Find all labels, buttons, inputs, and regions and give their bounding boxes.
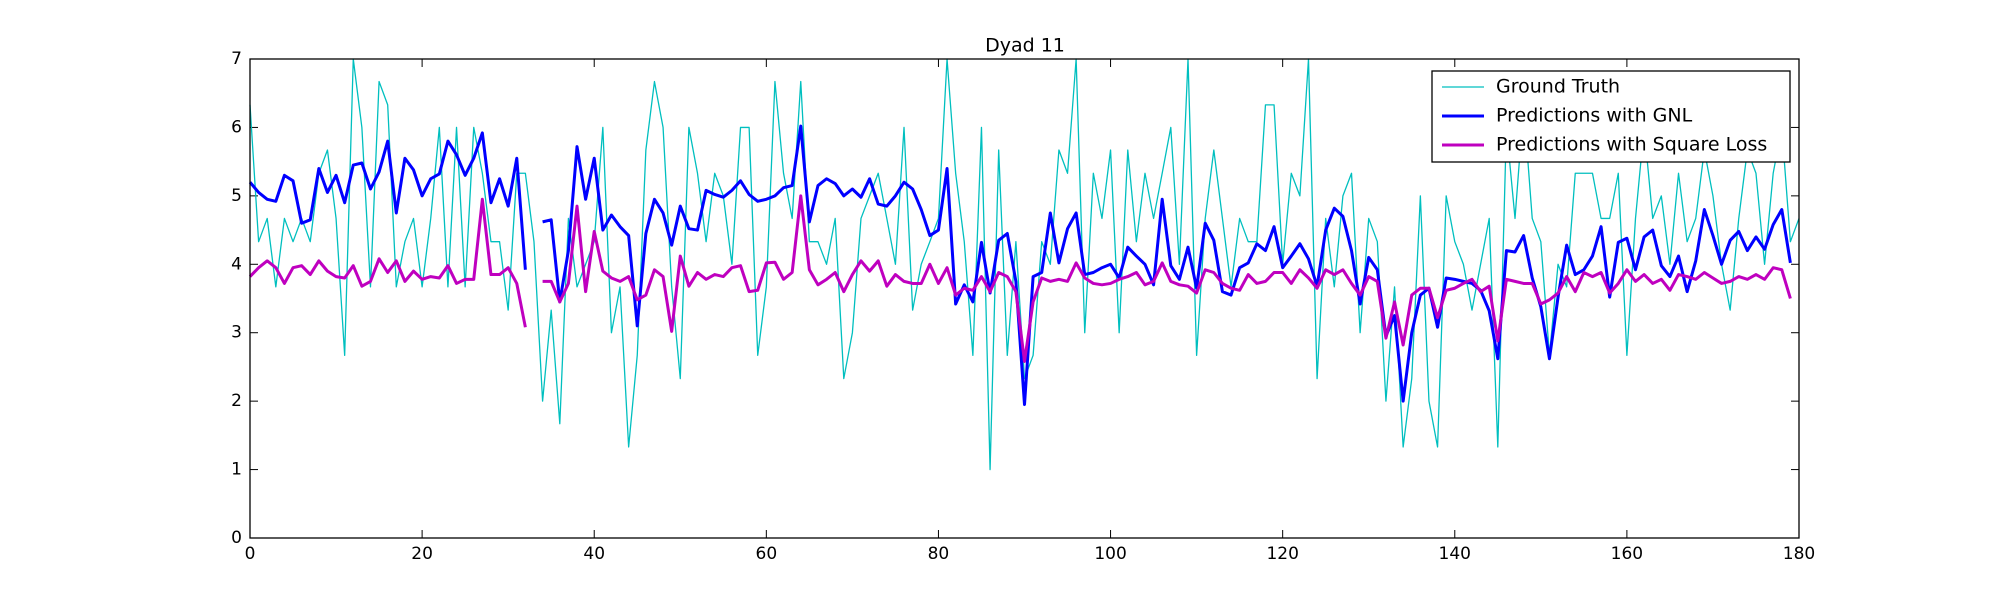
y-tick-label: 3 <box>231 323 242 343</box>
plot-frame <box>249 58 1800 539</box>
y-tick-label: 5 <box>231 186 242 206</box>
x-tick-label: 160 <box>1611 544 1643 564</box>
legend-box <box>1431 70 1791 163</box>
y-tick-label: 6 <box>231 117 242 137</box>
legend-label: Predictions with GNL <box>1496 105 1693 127</box>
y-tick-label: 4 <box>231 254 242 274</box>
series-line <box>248 124 1792 407</box>
y-tick-label: 1 <box>231 460 242 480</box>
legend: Ground Truth Predictions with GNL Predicti… <box>1431 70 1791 163</box>
y-tick-label: 7 <box>231 49 242 69</box>
legend-label: Predictions with Square Loss <box>1496 134 1767 156</box>
series-line <box>249 58 1800 471</box>
y-tick-label: 2 <box>231 391 242 411</box>
series-line <box>248 194 1792 363</box>
x-tick-label: 20 <box>411 544 433 564</box>
x-tick-label: 120 <box>1266 544 1298 564</box>
x-tick-label: 100 <box>1094 544 1126 564</box>
y-tick-label: 0 <box>231 528 242 548</box>
x-tick-label: 60 <box>756 544 778 564</box>
x-tick-label: 80 <box>928 544 950 564</box>
legend-label: Ground Truth <box>1496 76 1620 98</box>
x-tick-label: 40 <box>583 544 605 564</box>
x-tick-label: 140 <box>1439 544 1471 564</box>
x-tick-label: 0 <box>245 544 256 564</box>
chart-title: Dyad 11 <box>985 35 1065 57</box>
x-tick-label: 180 <box>1783 544 1815 564</box>
